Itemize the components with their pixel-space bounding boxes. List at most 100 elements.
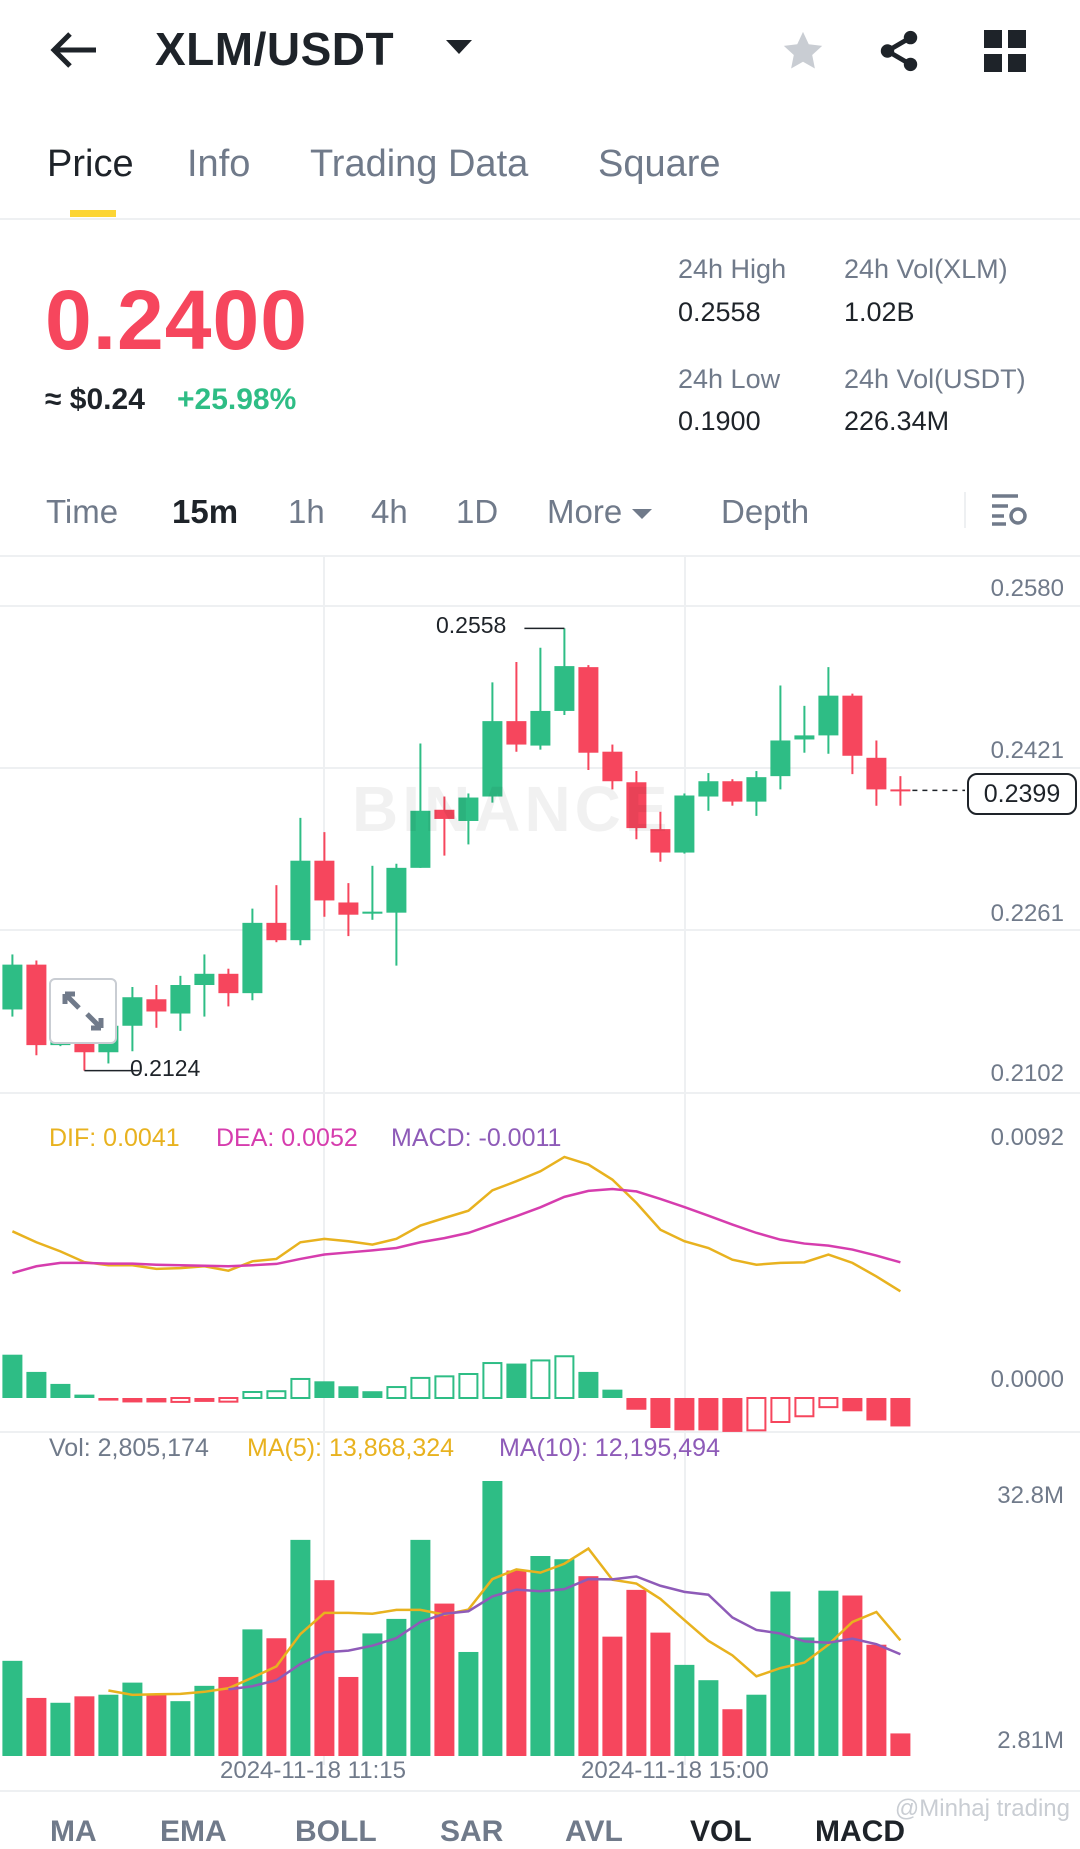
approx-usd-price: ≈ $0.24 xyxy=(45,383,145,416)
volume-bar xyxy=(242,1629,263,1756)
price-axis-tick: 0.2421 xyxy=(990,737,1064,764)
macd-histogram-bar xyxy=(866,1398,887,1421)
interval-more[interactable]: More xyxy=(547,493,653,531)
candle-body xyxy=(746,777,767,802)
macd-histogram-bar xyxy=(266,1390,287,1400)
volume-bar xyxy=(290,1539,311,1756)
share-button[interactable] xyxy=(876,28,922,79)
dea-line xyxy=(12,1187,901,1275)
ma10-legend: MA(10): 12,195,494 xyxy=(499,1434,720,1462)
grid-menu-button[interactable] xyxy=(984,30,1026,77)
indicator-tab-macd[interactable]: MACD xyxy=(815,1815,905,1848)
macd-histogram-bar xyxy=(338,1386,359,1398)
kline-chart[interactable] xyxy=(0,555,1080,1790)
interval-depth[interactable]: Depth xyxy=(721,493,810,530)
indicator-tab-ema[interactable]: EMA xyxy=(160,1815,227,1848)
volume-bar xyxy=(50,1702,71,1756)
candle-body xyxy=(386,867,407,913)
macd-axis-tick: 0.0092 xyxy=(990,1124,1064,1151)
macd-histogram-bar xyxy=(506,1363,527,1398)
volume-bar xyxy=(218,1676,239,1756)
interval-1h[interactable]: 1h xyxy=(288,493,325,530)
volume-bar xyxy=(410,1539,431,1756)
high-label: 24h High xyxy=(678,254,787,284)
user-watermark: @Minhaj trading xyxy=(894,1795,1070,1822)
volume-bar xyxy=(770,1591,791,1756)
divider xyxy=(0,1790,1080,1792)
interval-1d[interactable]: 1D xyxy=(456,493,499,530)
tab-square[interactable]: Square xyxy=(598,143,721,185)
macd-histogram-bar xyxy=(386,1386,407,1399)
macd-histogram-bar xyxy=(890,1398,911,1427)
volume-bar xyxy=(98,1694,119,1756)
candle-body xyxy=(602,751,623,782)
candle-body xyxy=(434,809,455,819)
divider xyxy=(0,555,1080,557)
volume-bar xyxy=(362,1633,383,1756)
macd-histogram-bar xyxy=(290,1377,311,1400)
active-tab-indicator xyxy=(70,210,116,217)
back-button[interactable] xyxy=(46,30,100,70)
indicator-tab-avl[interactable]: AVL xyxy=(565,1815,623,1848)
interval-4h[interactable]: 4h xyxy=(371,493,408,530)
volume-bar xyxy=(170,1701,191,1756)
volume-bar xyxy=(146,1694,167,1756)
volume-bar xyxy=(530,1556,551,1756)
macd-histogram-bar xyxy=(602,1389,623,1398)
candle-body xyxy=(458,797,479,821)
macd-histogram-bar xyxy=(554,1355,575,1399)
candle-body xyxy=(170,985,191,1014)
pair-dropdown-caret-icon[interactable] xyxy=(446,40,472,54)
dif-legend: DIF: 0.0041 xyxy=(49,1124,180,1152)
interval-15m[interactable]: 15m xyxy=(172,493,239,530)
volume-bar xyxy=(890,1733,911,1756)
candle-body xyxy=(410,810,431,868)
volume-bar xyxy=(722,1709,743,1756)
macd-histogram-bar xyxy=(98,1398,119,1401)
price-axis-tick: 0.2580 xyxy=(990,575,1064,602)
macd-histogram-bar xyxy=(650,1398,671,1428)
volume-bar xyxy=(26,1697,47,1756)
tab-info[interactable]: Info xyxy=(187,143,251,185)
interval-more-label: More xyxy=(547,493,623,530)
tab-trading-data[interactable]: Trading Data xyxy=(310,143,529,185)
macd-histogram-bar xyxy=(194,1398,215,1402)
chart-settings-button[interactable] xyxy=(990,492,1028,533)
candle-body xyxy=(338,902,359,915)
dif-line xyxy=(11,1155,902,1293)
volume-bar xyxy=(698,1680,719,1756)
fullscreen-button[interactable] xyxy=(49,978,117,1044)
macd-histogram-bar xyxy=(770,1397,791,1423)
macd-histogram-bar xyxy=(794,1397,815,1418)
volume-bar xyxy=(578,1576,599,1756)
caret-down-icon xyxy=(632,509,653,520)
tab-price[interactable]: Price xyxy=(47,143,134,185)
interval-time[interactable]: Time xyxy=(46,493,119,530)
candle-body xyxy=(650,829,671,853)
volume-bar xyxy=(122,1682,143,1756)
macd-histogram-bar xyxy=(410,1376,431,1399)
indicator-tab-ma[interactable]: MA xyxy=(50,1815,97,1848)
vol-legend: Vol: 2,805,174 xyxy=(49,1434,209,1462)
indicator-tab-boll[interactable]: BOLL xyxy=(295,1815,377,1848)
candle-body xyxy=(122,997,143,1026)
pair-title[interactable]: XLM/USDT xyxy=(155,23,395,75)
macd-histogram-bar xyxy=(722,1398,743,1432)
volume-bar xyxy=(818,1590,839,1756)
price-axis-tick: 0.2261 xyxy=(990,900,1064,927)
volume-axis-tick: 2.81M xyxy=(997,1727,1064,1754)
macd-axis-tick: 0.0000 xyxy=(990,1366,1064,1393)
candle-body xyxy=(770,740,791,777)
candle-body xyxy=(530,710,551,746)
indicator-tab-vol[interactable]: VOL xyxy=(690,1815,752,1848)
favorite-button[interactable] xyxy=(780,28,826,79)
expand-icon xyxy=(62,991,104,1031)
macd-histogram-bar xyxy=(458,1373,479,1399)
vol-base-value: 1.02B xyxy=(844,297,915,327)
indicator-tab-sar[interactable]: SAR xyxy=(440,1815,504,1848)
macd-histogram-bar xyxy=(746,1397,767,1432)
volume-bar xyxy=(602,1636,623,1756)
macd-histogram-bar xyxy=(122,1398,143,1403)
candle-body xyxy=(242,922,263,994)
volume-bar xyxy=(674,1664,695,1756)
